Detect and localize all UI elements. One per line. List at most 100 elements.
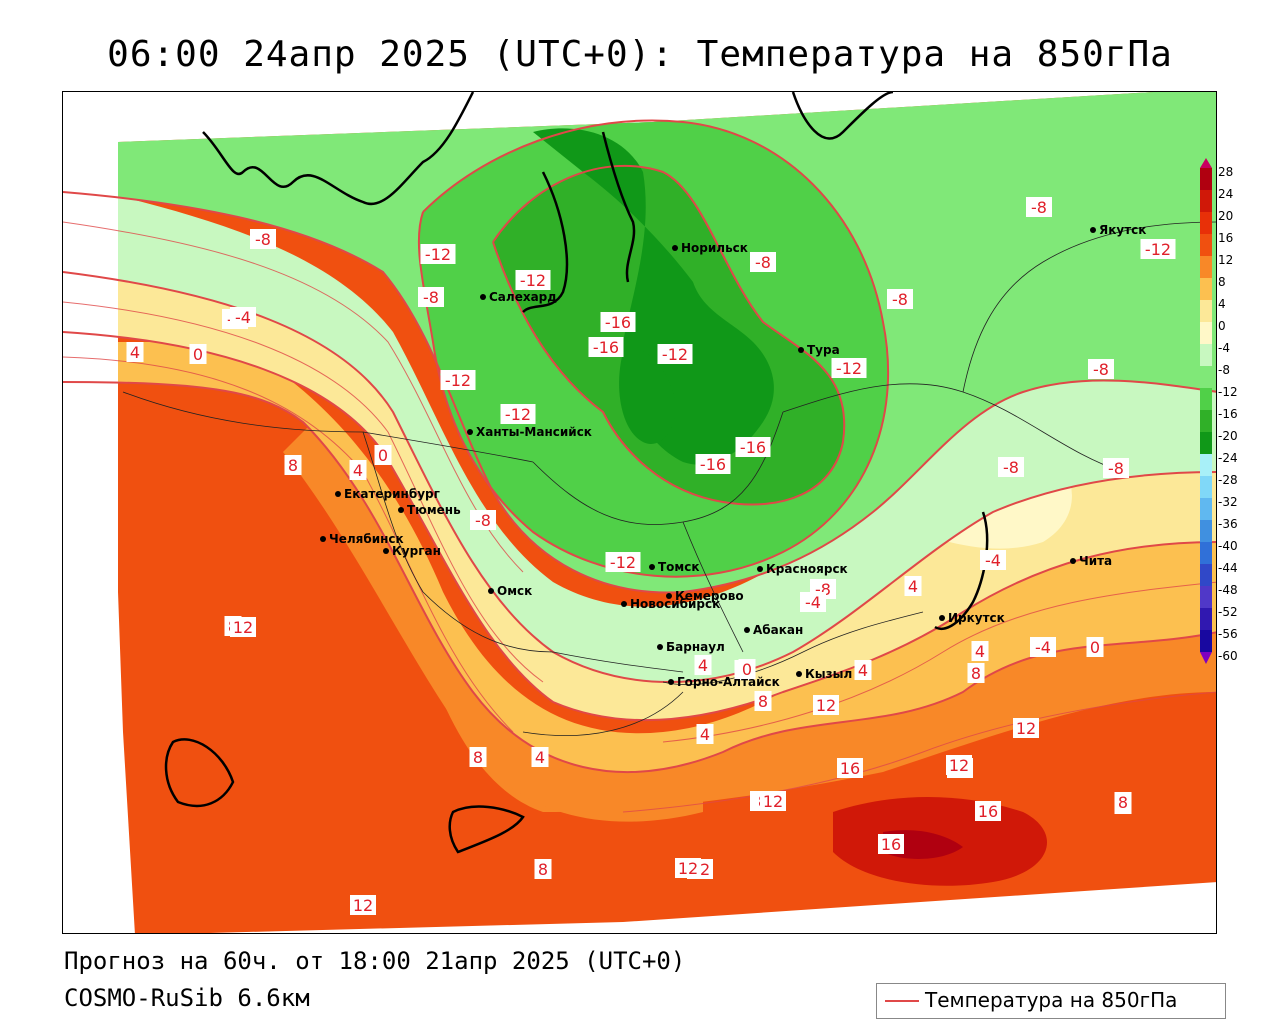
isotherm-label-text: -8: [755, 253, 771, 272]
isotherm-label-text: 8: [473, 748, 483, 767]
isotherm-label-bg: [500, 404, 536, 424]
city-dot: [1070, 558, 1076, 564]
isotherm-label-bg: [878, 834, 904, 854]
city-label: Чита: [1079, 554, 1112, 568]
isotherm-value-label: 0: [189, 344, 207, 364]
isotherm-value-label: 16: [878, 834, 904, 854]
isotherm-label-bg: [837, 758, 863, 778]
city-dot: [383, 548, 389, 554]
isotherm-value-label: -8: [750, 252, 776, 272]
thin-isotherms: [63, 221, 1216, 813]
colorbar-swatch: [1200, 278, 1212, 300]
colorbar-swatch: [1200, 168, 1212, 190]
colorbar-tick-label: 20: [1218, 209, 1233, 223]
isotherm-label-text: 4: [700, 725, 710, 744]
isotherm-label-bg: [696, 724, 714, 744]
isotherm-lines: [63, 119, 1216, 773]
isotherm-label-bg: [831, 358, 867, 378]
isotherm-value-label: 4: [531, 747, 549, 767]
isotherm-label-text: 8: [288, 456, 298, 475]
model-name: COSMO-RuSib 6.6км: [64, 984, 310, 1012]
colorbar-tick-label: -48: [1218, 583, 1238, 597]
city-dot: [488, 588, 494, 594]
isotherm-value-label: 4: [971, 641, 989, 661]
isotherm-label-text: 0: [193, 345, 203, 364]
isotherm-label-bg: [750, 252, 776, 272]
colorbar-tick-label: -28: [1218, 473, 1238, 487]
legend-line-swatch: [885, 1000, 919, 1002]
colorbar-tick-label: -44: [1218, 561, 1238, 575]
city-marker: Иркутск: [939, 611, 1005, 625]
city-label: Абакан: [753, 623, 803, 637]
isotherm-label-bg: [374, 445, 392, 465]
isotherm-value-label: -16: [588, 337, 624, 357]
city-label: Красноярск: [766, 562, 848, 576]
city-marker: Новосибирск: [621, 597, 720, 611]
isotherm-value-label: 4: [694, 655, 712, 675]
isotherm-value-label: 8: [967, 663, 985, 683]
isotherm-label-bg: [605, 552, 641, 572]
forecast-info: Прогноз на 60ч. от 18:00 21апр 2025 (UTC…: [64, 947, 686, 975]
isotherm-value-label: 4: [349, 460, 367, 480]
city-dot: [757, 566, 763, 572]
isotherm-label-text: 16: [978, 802, 998, 821]
isotherm-label-text: 4: [858, 661, 868, 680]
isotherm-label-text: -16: [593, 338, 619, 357]
isotherm-label-text: 8: [971, 664, 981, 683]
city-marker: Ханты-Мансийск: [467, 425, 592, 439]
isotherm-label-text: 16: [881, 835, 901, 854]
isotherm-label-text: 12: [233, 618, 253, 637]
isotherm-label-text: 4: [698, 656, 708, 675]
colorbar-swatch: [1200, 366, 1212, 388]
isotherm-label-bg: [284, 455, 302, 475]
colorbar-swatch: [1200, 520, 1212, 542]
isotherm-label-bg: [738, 659, 756, 679]
city-marker: Тюмень: [398, 503, 461, 517]
city-label: Новосибирск: [630, 597, 720, 611]
isotherm-value-label: -8: [250, 229, 276, 249]
isotherm-value-label: 0: [374, 445, 392, 465]
colorbar-swatch: [1200, 454, 1212, 476]
colorbar-swatch: [1200, 410, 1212, 432]
isotherm-value-label: -4: [980, 550, 1006, 570]
isotherm-value-label: 12: [675, 858, 701, 878]
isotherm-label-text: -12: [610, 553, 636, 572]
isotherm-label-bg: [657, 344, 693, 364]
isotherm-label-bg: [1013, 718, 1039, 738]
isotherm-label-bg: [754, 691, 772, 711]
isotherm-label-bg: [250, 229, 276, 249]
isotherm-value-label: -12: [500, 404, 536, 424]
isotherm-label-text: -16: [740, 438, 766, 457]
isotherm-value-label: 12: [813, 695, 839, 715]
isotherm-value-label: -16: [695, 454, 731, 474]
colorbar-tick-label: -16: [1218, 407, 1238, 421]
isotherm-value-label: -4: [230, 307, 256, 327]
isotherm-value-label: 0: [1086, 637, 1104, 657]
city-label: Салехард: [489, 290, 557, 304]
city-label: Тюмень: [407, 503, 461, 517]
isotherm-label-bg: [694, 655, 712, 675]
isotherm-label-text: -12: [505, 405, 531, 424]
isotherm-label-bg: [350, 895, 376, 915]
colorbar-swatches: [1200, 158, 1212, 664]
isotherm-label-text: 4: [535, 748, 545, 767]
city-dot: [796, 671, 802, 677]
isotherm-label-bg: [695, 454, 731, 474]
isotherm-label-text: -12: [1145, 240, 1171, 259]
isotherm-value-label: -8: [1026, 197, 1052, 217]
isotherm-label-text: -12: [445, 371, 471, 390]
isotherm-label-bg: [1103, 458, 1129, 478]
isotherm-value-label: 8: [284, 455, 302, 475]
isotherm-value-label: -8: [1088, 359, 1114, 379]
isotherm-label-bg: [420, 244, 456, 264]
isotherm-label-text: 8: [758, 692, 768, 711]
contour-labels: -8-12-8-440-12-12-16-16-12-12-16-16-12-8…: [126, 197, 1176, 915]
isotherm-value-label: -8: [1103, 458, 1129, 478]
isotherm-value-label: 4: [904, 576, 922, 596]
colorbar-swatch: [1200, 586, 1212, 608]
temperature-colorbar: 28 24 20 16 12 8 4 0 -4 -8 -12 -16 -20 -24 -28 -32 -36 -4…: [1200, 158, 1238, 664]
isotherm-label-text: 4: [908, 577, 918, 596]
isotherm-label-bg: [998, 457, 1024, 477]
colorbar-top-arrow: [1200, 158, 1212, 168]
city-label: Норильск: [681, 241, 748, 255]
